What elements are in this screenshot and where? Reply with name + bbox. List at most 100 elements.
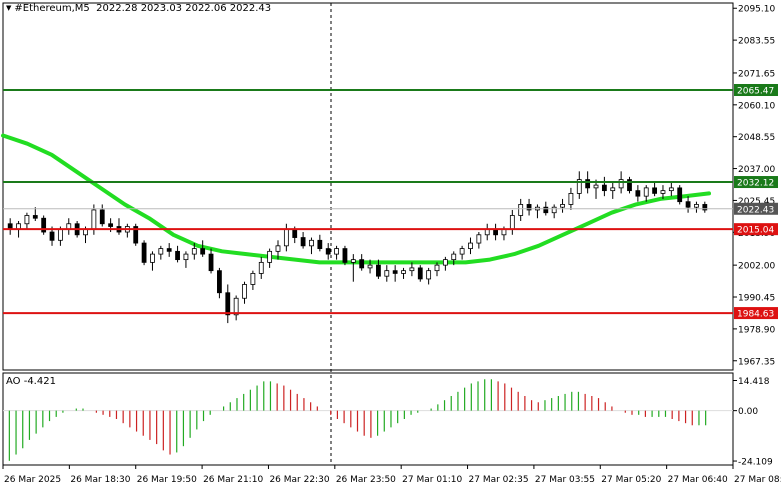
- price-tick-label: 1967.35: [738, 357, 775, 367]
- price-tick-label: 1978.90: [738, 325, 775, 335]
- candle-body: [643, 187, 649, 197]
- resistance-level-tag: [734, 176, 778, 189]
- candle-body: [476, 234, 482, 244]
- candle-body: [376, 264, 381, 277]
- price-tick-label: 2002.00: [738, 262, 775, 272]
- ao-tick-label: -24.109: [738, 458, 773, 468]
- candle-body: [133, 226, 139, 244]
- candle-body: [108, 223, 114, 227]
- support-level-tag: [734, 307, 778, 320]
- candle-body: [660, 190, 666, 194]
- symbol-label: #Ethereum,M5: [14, 3, 90, 14]
- current-price-label: 2022.43: [737, 205, 774, 215]
- candle-body: [258, 261, 264, 274]
- candle-body: [543, 206, 549, 214]
- price-tick-label: 2095.10: [738, 5, 775, 15]
- candle-body: [442, 259, 448, 266]
- candle-body: [652, 187, 658, 194]
- price-tick-label: 2025.45: [738, 197, 775, 207]
- candle-body: [99, 209, 105, 225]
- candle-body: [635, 190, 641, 197]
- candle-body: [618, 179, 624, 189]
- time-tick-label: 26 Mar 22:30: [269, 475, 329, 485]
- candle-body: [267, 250, 273, 263]
- candle-body: [459, 248, 465, 255]
- candle-body: [627, 179, 632, 192]
- ohlc-readout: 2022.28 2023.03 2022.06 2022.43: [96, 3, 272, 14]
- moving-average-line: [1, 133, 711, 265]
- candle-body: [91, 209, 97, 230]
- price-pane-frame: [2, 2, 734, 371]
- candle-body: [409, 267, 415, 272]
- resistance-level-tag: [734, 84, 778, 97]
- candle-body: [668, 187, 674, 192]
- candle-body: [576, 179, 582, 194]
- candle-body: [49, 231, 55, 241]
- candle-body: [309, 239, 314, 247]
- price-tick-label: 2083.55: [738, 37, 775, 47]
- support-level-label: 1984.63: [737, 310, 774, 320]
- candle-body: [283, 228, 289, 247]
- time-tick-label: 27 Mar 02:35: [469, 475, 529, 485]
- candle-body: [518, 204, 524, 216]
- candle-body: [317, 239, 323, 249]
- candle-body: [585, 179, 591, 189]
- candle-body: [359, 259, 365, 269]
- ao-pane-frame: [2, 372, 734, 466]
- candle-body: [677, 187, 683, 203]
- candle-body: [183, 253, 189, 261]
- candle-body: [217, 270, 222, 294]
- chart-header: ▼ #Ethereum,M5 2022.28 2023.03 2022.06 20…: [6, 3, 271, 14]
- candle-body: [275, 245, 281, 252]
- ao-tick-label: 0.00: [738, 407, 758, 417]
- candle-body: [434, 264, 440, 272]
- candle-body: [509, 215, 515, 230]
- candle-body: [342, 248, 348, 263]
- time-tick-label: 26 Mar 2025: [4, 475, 61, 485]
- candle-body: [367, 264, 373, 269]
- candle-body: [593, 184, 599, 189]
- candle-body: [401, 270, 406, 274]
- time-tick-label: 27 Mar 03:55: [535, 475, 595, 485]
- candle-body: [242, 284, 247, 299]
- candle-body: [451, 253, 457, 261]
- candle-body: [426, 270, 432, 280]
- candle-body: [158, 248, 164, 255]
- candle-body: [191, 248, 197, 255]
- time-tick-label: 26 Mar 23:50: [336, 475, 396, 485]
- candle-body: [292, 228, 298, 238]
- candle-body: [32, 215, 38, 219]
- candle-body: [150, 253, 155, 263]
- candle-body: [350, 259, 356, 263]
- candle-body: [560, 204, 565, 208]
- candle-body: [526, 204, 532, 211]
- candle-body: [468, 242, 473, 249]
- time-tick-label: 26 Mar 21:10: [203, 475, 263, 485]
- candle-body: [41, 217, 47, 233]
- time-tick-label: 27 Mar 06:40: [668, 475, 728, 485]
- time-tick-label: 27 Mar 01:10: [402, 475, 462, 485]
- candle-body: [601, 184, 607, 192]
- support-level-label: 2015.04: [737, 226, 774, 236]
- time-tick-label: 26 Mar 18:30: [70, 475, 130, 485]
- candle-body: [325, 248, 331, 255]
- candle-body: [568, 192, 574, 205]
- candle-body: [250, 273, 256, 285]
- candle-body: [208, 253, 214, 272]
- price-tick-label: 2060.10: [738, 101, 775, 111]
- current-price-tag: [734, 202, 778, 215]
- candle-body: [702, 204, 708, 211]
- candle-body: [685, 201, 691, 208]
- candle-body: [200, 248, 206, 255]
- candle-body: [694, 204, 699, 208]
- price-tick-label: 2048.55: [738, 133, 775, 143]
- candle-body: [300, 237, 306, 247]
- resistance-level-label: 2032.12: [737, 179, 774, 189]
- candle-body: [141, 242, 147, 263]
- dropdown-triangle-icon[interactable]: ▼: [6, 4, 12, 12]
- candle-body: [610, 187, 616, 192]
- candle-body: [166, 248, 172, 252]
- resistance-level-label: 2065.47: [737, 87, 774, 97]
- candle-body: [334, 248, 339, 255]
